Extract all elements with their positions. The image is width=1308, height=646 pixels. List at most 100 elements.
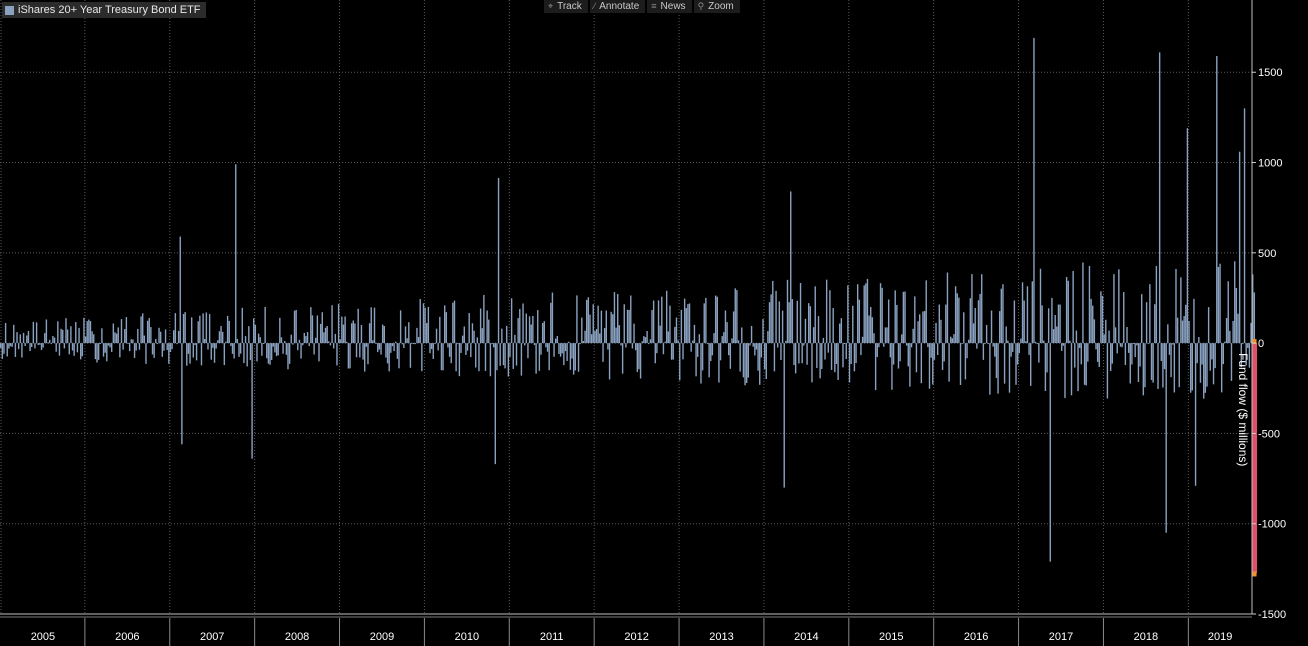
bar [496, 343, 498, 371]
bar [316, 315, 319, 344]
bar [967, 339, 970, 344]
bar [107, 343, 110, 346]
bar [631, 343, 634, 349]
latest-marker-bottom [1251, 571, 1257, 577]
x-tick-label: 2006 [115, 631, 139, 643]
bar [1072, 270, 1074, 344]
bar [221, 331, 224, 344]
bar [808, 303, 810, 344]
x-tick-label: 2019 [1208, 631, 1232, 643]
bar [1224, 341, 1226, 344]
bar [638, 343, 640, 370]
bar [672, 343, 674, 360]
bar [646, 331, 648, 344]
bar [1144, 343, 1146, 388]
bar [919, 314, 921, 344]
bar [395, 341, 397, 344]
bar [1118, 269, 1120, 344]
bar [367, 343, 369, 365]
bar [763, 343, 766, 370]
bar [504, 343, 506, 369]
bar [269, 343, 271, 365]
bar [275, 343, 278, 357]
bar [79, 343, 82, 360]
bar [44, 333, 46, 344]
bar [465, 343, 467, 355]
bar [153, 343, 155, 358]
bar [793, 343, 795, 366]
bar [811, 343, 813, 383]
bar [989, 343, 991, 395]
bar [1054, 314, 1056, 344]
bar [357, 308, 359, 344]
bar [336, 343, 338, 366]
bar [760, 343, 763, 358]
bar [352, 320, 354, 344]
bar [1051, 297, 1053, 344]
bar [187, 343, 190, 354]
bar [1087, 343, 1089, 362]
bar [706, 343, 709, 345]
bar [1235, 288, 1238, 344]
bar [675, 317, 678, 344]
bar [91, 331, 93, 344]
bar [163, 343, 165, 351]
bar [368, 323, 371, 344]
bar [514, 334, 516, 344]
bar [442, 343, 444, 371]
bar [398, 343, 400, 369]
bar [600, 310, 603, 344]
x-tick-label: 2005 [31, 631, 55, 643]
bar [512, 343, 514, 369]
bar [148, 318, 150, 344]
bar [1141, 294, 1143, 344]
bar [623, 304, 625, 344]
bar [455, 343, 457, 372]
bar [682, 343, 684, 360]
bar [674, 326, 676, 344]
bar [1082, 262, 1084, 344]
bar [101, 328, 103, 344]
bar [29, 343, 31, 352]
bar [440, 343, 443, 371]
bar [1046, 343, 1048, 373]
bar [932, 343, 934, 385]
bar [848, 343, 851, 383]
bar [618, 325, 621, 344]
bar [164, 329, 167, 344]
bar [212, 343, 214, 348]
bar [683, 298, 686, 344]
bar [313, 343, 315, 355]
bar [89, 321, 92, 344]
bar [143, 335, 146, 344]
bar [950, 336, 952, 344]
bar [615, 327, 617, 344]
bar [1209, 343, 1211, 371]
track-button[interactable]: ⌖ Track [544, 0, 588, 13]
bar [55, 343, 57, 352]
bar [915, 343, 918, 373]
bar [837, 343, 839, 380]
bar [146, 320, 149, 344]
annotate-button[interactable]: ∕ Annotate [589, 0, 646, 13]
bar [125, 317, 128, 344]
bar [1160, 343, 1162, 361]
bar [391, 343, 394, 347]
bar [238, 343, 240, 357]
news-button[interactable]: ≡ News [647, 0, 692, 13]
bar [151, 343, 154, 355]
bar [166, 343, 168, 351]
bar [1016, 343, 1019, 365]
bar [551, 292, 554, 344]
bar [386, 343, 389, 364]
bar [1100, 291, 1102, 344]
bar [1248, 343, 1251, 368]
bar [34, 343, 36, 349]
zoom-button[interactable]: ⚲ Zoom [693, 0, 740, 13]
bar [184, 312, 186, 344]
bar [32, 321, 35, 344]
bar [1092, 305, 1094, 344]
bar [791, 299, 794, 344]
bar [246, 343, 248, 367]
bar [976, 343, 978, 349]
